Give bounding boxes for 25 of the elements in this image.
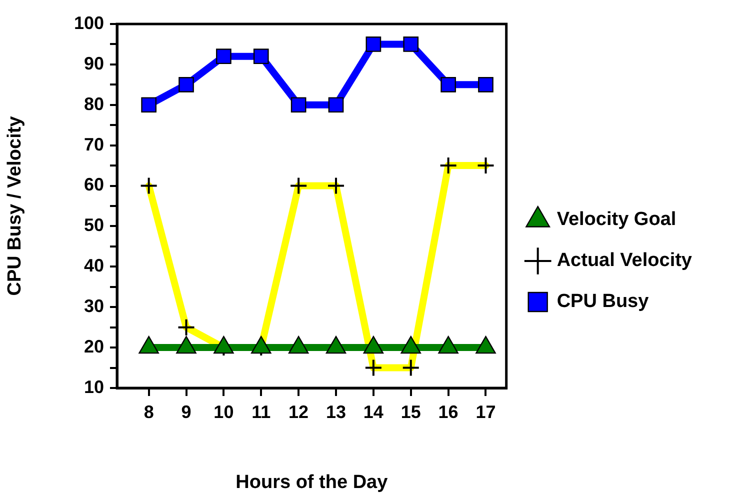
- y-axis-title: CPU Busy / Velocity: [4, 116, 26, 296]
- y-tick-label: 30: [84, 296, 104, 316]
- x-tick-label: 9: [181, 402, 192, 422]
- x-tick-label: 15: [400, 402, 421, 422]
- x-tick-label: 17: [476, 402, 496, 422]
- x-tick-label: 12: [288, 402, 309, 422]
- y-tick-label: 50: [84, 215, 104, 236]
- y-tick-label: 20: [84, 336, 104, 357]
- x-axis-title: Hours of the Day: [236, 472, 388, 493]
- y-tick-label: 40: [84, 256, 104, 276]
- y-tick-label: 90: [84, 53, 104, 74]
- y-tick-label: 10: [84, 376, 104, 397]
- legend-label: CPU Busy: [556, 291, 650, 312]
- y-tick-label: 80: [84, 94, 104, 114]
- y-tick-label: 70: [84, 134, 104, 154]
- legend-label: Velocity Goal: [556, 209, 676, 230]
- x-tick-label: 13: [326, 402, 346, 422]
- x-tick-label: 8: [144, 402, 154, 422]
- x-tick-label: 11: [252, 402, 271, 422]
- x-tick-label: 16: [438, 402, 458, 422]
- x-tick-label: 14: [363, 402, 384, 422]
- x-tick-label: 10: [214, 402, 234, 422]
- y-tick-label: 100: [74, 12, 104, 33]
- legend-label: Actual Velocity: [556, 250, 692, 272]
- y-tick-label: 60: [84, 174, 104, 195]
